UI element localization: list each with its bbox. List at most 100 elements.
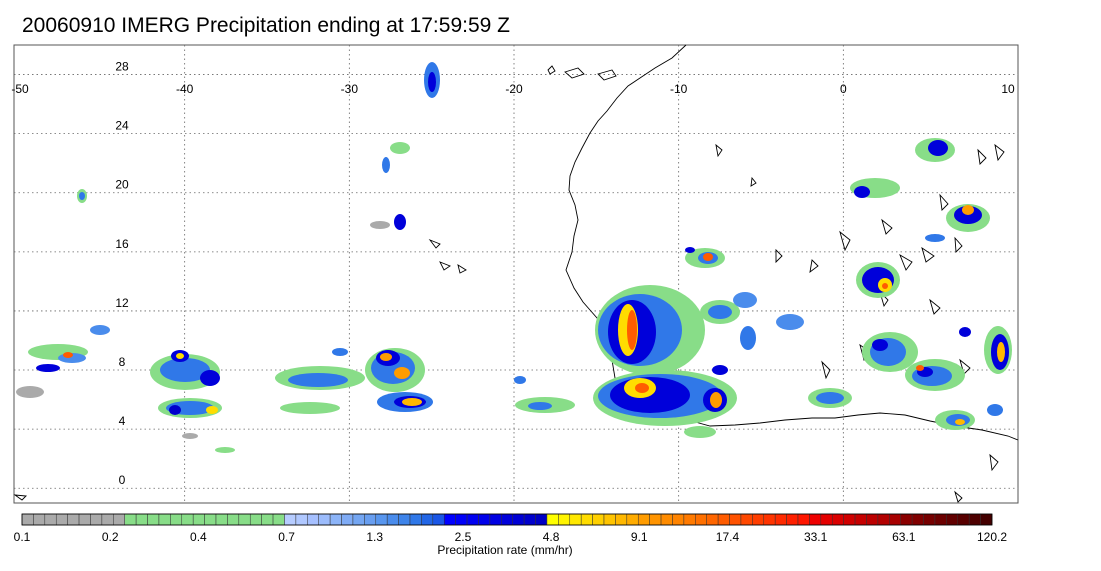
colorbar-bin xyxy=(717,513,730,526)
colorbar-bin xyxy=(615,513,628,526)
colorbar-bin xyxy=(55,513,68,526)
colorbar-bin xyxy=(854,513,867,526)
map-frame xyxy=(13,44,1019,504)
colorbar-frame xyxy=(21,513,993,526)
colorbar-bin xyxy=(261,513,274,526)
colorbar-bin xyxy=(341,513,354,526)
lon-tick-label: 0 xyxy=(840,82,847,96)
colorbar-bin xyxy=(729,513,742,526)
colorbar-bin xyxy=(706,513,719,526)
colorbar-bin xyxy=(272,513,285,526)
colorbar-tick-label: 9.1 xyxy=(631,530,648,544)
colorbar-bin xyxy=(569,513,582,526)
colorbar-bin xyxy=(204,513,217,526)
colorbar-tick-label: 0.2 xyxy=(102,530,119,544)
lat-tick-label: 28 xyxy=(115,60,129,74)
colorbar-bin xyxy=(923,513,936,526)
colorbar-bin xyxy=(443,513,456,526)
colorbar-bin xyxy=(523,513,536,526)
colorbar-bin xyxy=(934,513,947,526)
colorbar-bin xyxy=(249,513,262,526)
colorbar-bin xyxy=(124,513,137,526)
colorbar-bin xyxy=(752,513,765,526)
colorbar-bin xyxy=(546,513,559,526)
colorbar-bin xyxy=(957,513,970,526)
colorbar-bin xyxy=(660,513,673,526)
colorbar-bin xyxy=(33,513,46,526)
lon-tick-label: 10 xyxy=(1001,82,1015,96)
colorbar-bin xyxy=(980,513,993,526)
colorbar-bin xyxy=(170,513,183,526)
colorbar-bin xyxy=(649,513,662,526)
colorbar-bin xyxy=(90,513,103,526)
colorbar-bin xyxy=(113,513,125,526)
colorbar-bin xyxy=(512,513,525,526)
colorbar-bin xyxy=(900,513,913,526)
colorbar-bin xyxy=(968,513,981,526)
lon-tick-label: -40 xyxy=(176,82,194,96)
colorbar-bin xyxy=(580,513,593,526)
lat-tick-label: 8 xyxy=(119,355,126,369)
colorbar-bin xyxy=(409,513,422,526)
colorbar-bin xyxy=(603,513,616,526)
colorbar-tick-label: 63.1 xyxy=(892,530,916,544)
colorbar-bin xyxy=(329,513,342,526)
colorbar-bin xyxy=(831,513,844,526)
colorbar-bin xyxy=(820,513,833,526)
lat-tick-label: 16 xyxy=(115,237,129,251)
colorbar-bin xyxy=(672,513,685,526)
colorbar-bin xyxy=(192,513,205,526)
colorbar-tick-label: 120.2 xyxy=(977,530,1007,544)
colorbar-bin xyxy=(101,513,114,526)
lon-tick-label: -20 xyxy=(505,82,523,96)
lon-tick-label: -50 xyxy=(11,82,29,96)
colorbar-bin xyxy=(877,513,890,526)
colorbar-bin xyxy=(21,513,34,526)
lon-tick-label: -10 xyxy=(670,82,688,96)
colorbar-bin xyxy=(843,513,856,526)
colorbar-bin xyxy=(535,513,548,526)
colorbar-bin xyxy=(352,513,365,526)
colorbar-bin xyxy=(592,513,605,526)
colorbar-bin xyxy=(740,513,753,526)
lon-tick-label: -30 xyxy=(341,82,359,96)
colorbar-tick-label: 0.4 xyxy=(190,530,207,544)
colorbar-bin xyxy=(215,513,228,526)
lat-tick-label: 24 xyxy=(115,119,129,133)
colorbar-tick-label: 17.4 xyxy=(716,530,740,544)
colorbar-bin xyxy=(946,513,959,526)
colorbar-bin xyxy=(364,513,377,526)
colorbar-tick-label: 0.7 xyxy=(278,530,295,544)
colorbar-bin xyxy=(911,513,924,526)
colorbar-bin xyxy=(147,513,160,526)
axis-ticks: -50 -40 -30 -20 -10 0 10 0 4 8 12 16 20 24 28 xyxy=(11,60,1015,488)
colorbar-bin xyxy=(455,513,468,526)
colorbar-bin xyxy=(889,513,901,526)
lat-tick-label: 20 xyxy=(115,178,129,192)
colorbar-bin xyxy=(307,513,319,526)
colorbar-unit-label: Precipitation rate (mm/hr) xyxy=(437,543,572,557)
colorbar-bin xyxy=(558,513,571,526)
colorbar-bin xyxy=(227,513,240,526)
precipitation-field xyxy=(16,62,1012,453)
colorbar-bin xyxy=(181,513,194,526)
colorbar-bin xyxy=(421,513,434,526)
colorbar-bin xyxy=(695,513,707,526)
colorbar-bin xyxy=(78,513,91,526)
colorbar: 0.1 0.2 0.4 0.7 1.3 2.5 4.8 9.1 17.4 33.1 63.1 120.… xyxy=(14,513,1007,544)
colorbar-bin xyxy=(386,513,399,526)
lat-tick-label: 12 xyxy=(115,296,129,310)
colorbar-tick-label: 4.8 xyxy=(543,530,560,544)
colorbar-bin xyxy=(135,513,148,526)
colorbar-tick-label: 0.1 xyxy=(14,530,31,544)
colorbar-bin xyxy=(786,513,799,526)
colorbar-bin xyxy=(67,513,80,526)
colorbar-bin xyxy=(432,513,445,526)
colorbar-bin xyxy=(866,513,879,526)
colorbar-bin xyxy=(375,513,388,526)
lat-tick-label: 0 xyxy=(119,473,126,487)
lat-tick-label: 4 xyxy=(119,414,126,428)
colorbar-bin xyxy=(295,513,308,526)
colorbar-bin xyxy=(284,513,297,526)
colorbar-tick-label: 1.3 xyxy=(366,530,383,544)
